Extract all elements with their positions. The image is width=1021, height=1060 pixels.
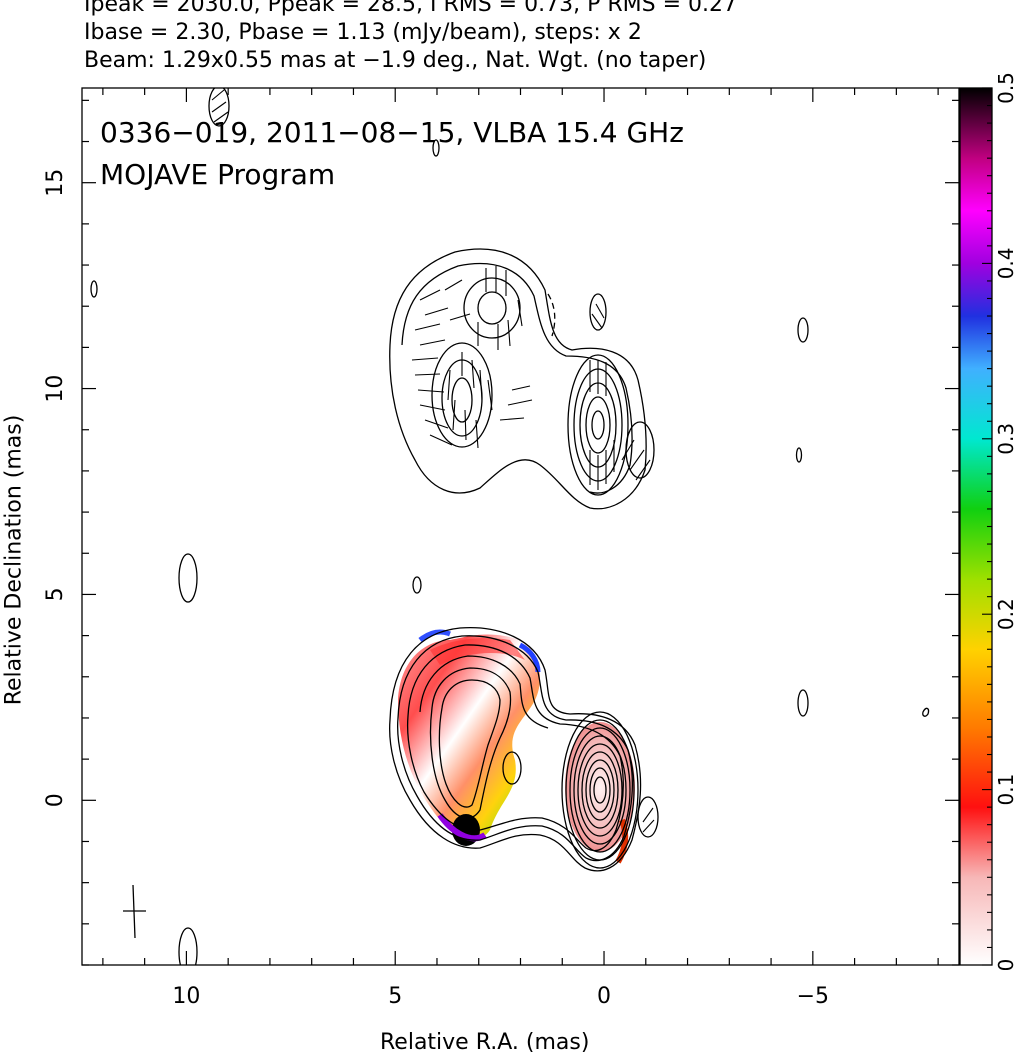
colorbar-scale bbox=[959, 87, 993, 966]
colorbar-tick-label: 0.1 bbox=[994, 774, 1018, 806]
x-tick-label: 0 bbox=[597, 984, 611, 1009]
source-annotation: 0336−019, 2011−08−15, VLBA 15.4 GHz bbox=[100, 116, 684, 149]
header-line-2: Ibase = 2.30, Pbase = 1.13 (mJy/beam), s… bbox=[84, 20, 642, 45]
colorbar-tick-label: 0.5 bbox=[994, 72, 1018, 104]
total-intensity-contours bbox=[90, 88, 930, 965]
fractional-polarization-colormap bbox=[398, 629, 635, 864]
plot-axes: 10 5 0 −5 0 5 10 15 bbox=[43, 87, 960, 1009]
x-tick-label: 5 bbox=[388, 984, 402, 1009]
y-tick-label: 10 bbox=[43, 375, 68, 403]
header-line-1: Ipeak = 2030.0, Ppeak = 28.5, I RMS = 0.… bbox=[84, 0, 737, 17]
colorbar: 0 0.1 0.2 0.3 0.4 0.5 bbox=[959, 72, 1018, 972]
restoring-beam bbox=[123, 884, 146, 939]
colorbar-tick-label: 0.3 bbox=[994, 423, 1018, 455]
y-tick-label: 15 bbox=[43, 169, 68, 197]
program-annotation: MOJAVE Program bbox=[100, 158, 335, 191]
y-tick-label: 5 bbox=[43, 587, 68, 601]
plot-frame bbox=[81, 87, 960, 966]
header-line-3: Beam: 1.29x0.55 mas at −1.9 deg., Nat. W… bbox=[84, 48, 707, 73]
polarization-vectors bbox=[211, 89, 655, 833]
x-tick-label: 10 bbox=[172, 984, 200, 1009]
colorbar-tick-label: 0.4 bbox=[994, 247, 1018, 279]
x-tick-label: −5 bbox=[797, 984, 829, 1009]
y-tick-label: 0 bbox=[43, 793, 68, 807]
colorbar-tick-label: 0.2 bbox=[994, 598, 1018, 630]
x-axis-label: Relative R.A. (mas) bbox=[380, 1030, 590, 1055]
colorbar-tick-label: 0 bbox=[994, 959, 1018, 972]
